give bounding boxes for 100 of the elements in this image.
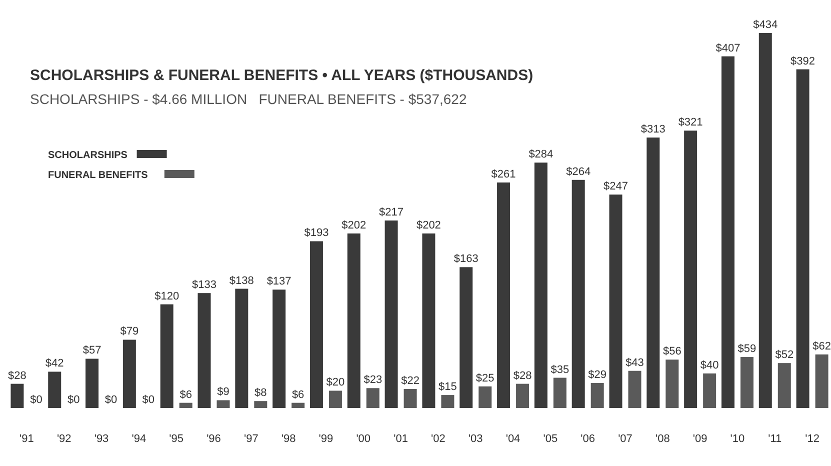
data-label: $9: [217, 386, 230, 398]
data-label: $28: [8, 370, 26, 382]
bar: [235, 288, 248, 408]
bar: [216, 400, 230, 408]
bar: [122, 340, 136, 408]
bar: [703, 373, 716, 408]
data-label: $321: [678, 116, 703, 129]
data-label: $35: [550, 364, 570, 376]
bar: [404, 388, 417, 408]
bar: [534, 162, 548, 408]
bar: [347, 233, 360, 408]
bar: [516, 384, 530, 408]
bar: [460, 267, 473, 408]
data-label: $217: [379, 206, 404, 218]
data-label: $15: [438, 381, 457, 394]
data-label: $407: [716, 42, 740, 54]
x-tick-label: '12: [805, 433, 820, 445]
bar: [590, 382, 604, 408]
data-label: $56: [662, 346, 682, 358]
x-tick-label: '95: [169, 433, 184, 445]
data-label: $20: [326, 376, 345, 389]
bar: [778, 363, 791, 408]
bar: [572, 180, 585, 408]
x-tick-label: '08: [655, 433, 670, 445]
x-tick-label: '93: [94, 433, 109, 445]
data-label: $0: [67, 394, 80, 406]
data-label: $120: [154, 290, 180, 302]
data-label: $29: [588, 368, 607, 381]
bar: [384, 220, 398, 408]
bar: [609, 194, 622, 408]
x-tick-label: '00: [356, 433, 371, 445]
data-label: $163: [454, 253, 478, 266]
data-label: $22: [401, 374, 420, 387]
x-tick-label: '09: [692, 433, 708, 445]
legend-label: FUNERAL BENEFITS: [48, 170, 148, 181]
data-label: $6: [292, 388, 304, 401]
bar: [478, 386, 492, 408]
data-label: $6: [180, 388, 192, 401]
data-label: $59: [738, 343, 756, 356]
bar: [815, 354, 828, 408]
x-tick-label: '01: [394, 433, 408, 445]
bar: [497, 182, 510, 408]
data-label: $392: [790, 55, 816, 68]
legend-label: SCHOLARSHIPS: [48, 150, 128, 161]
data-label: $40: [700, 359, 719, 372]
data-label: $8: [254, 387, 267, 400]
data-label: $133: [192, 279, 216, 292]
bar: [666, 360, 679, 408]
x-tick-label: '02: [431, 433, 446, 445]
data-label: $261: [491, 168, 516, 180]
bar: [272, 290, 286, 408]
x-tick-label: '96: [206, 433, 221, 445]
bar: [366, 388, 380, 408]
x-tick-label: '06: [580, 433, 596, 445]
text: SCHOLARSHIPS - $4.66 MILLION FUNERAL BENEFITS - $537,622: [30, 91, 467, 107]
x-tick-label: '04: [506, 433, 520, 445]
bar: [86, 358, 99, 408]
data-label: $52: [775, 349, 794, 362]
bar: [10, 384, 24, 408]
data-label: $313: [640, 124, 666, 136]
data-label: $0: [104, 394, 118, 406]
data-label: $62: [812, 340, 831, 352]
bar: [646, 138, 660, 408]
bar: [758, 33, 772, 408]
bar: [310, 241, 323, 408]
x-tick-label: '91: [20, 433, 34, 445]
data-label: $0: [142, 394, 155, 406]
x-tick-label: '10: [730, 433, 745, 445]
data-label: $284: [528, 148, 554, 161]
bar: [198, 293, 211, 408]
text: SCHOLARSHIPS & FUNERAL BENEFITS • ALL YEARS ($THOUSANDS): [30, 67, 534, 84]
x-tick-label: '05: [543, 433, 558, 445]
bar: [721, 56, 734, 408]
data-label: $247: [604, 180, 628, 193]
bar: [422, 233, 436, 408]
bar: [48, 372, 62, 408]
data-label: $138: [229, 274, 254, 287]
data-label: $264: [566, 166, 591, 178]
data-label: $193: [304, 227, 329, 240]
data-label: $57: [82, 344, 102, 357]
data-label: $434: [753, 19, 778, 31]
data-label: $79: [120, 326, 139, 338]
x-tick-label: '11: [768, 433, 782, 445]
bar: [179, 402, 192, 408]
bar: [740, 357, 754, 408]
bar: [628, 370, 642, 408]
x-tick-label: '99: [318, 433, 334, 445]
data-label: $42: [45, 358, 64, 370]
bar: [160, 304, 174, 408]
bar: [553, 378, 566, 408]
bar: [254, 401, 268, 408]
data-label: $43: [626, 356, 644, 369]
x-tick-label: '92: [56, 433, 72, 445]
data-label: $0: [30, 394, 42, 406]
x-tick-label: '98: [281, 433, 296, 445]
x-tick-label: '97: [244, 433, 258, 445]
bar: [292, 402, 305, 408]
bar: [328, 390, 342, 408]
x-tick-label: '03: [468, 433, 483, 445]
data-label: $202: [416, 219, 441, 232]
